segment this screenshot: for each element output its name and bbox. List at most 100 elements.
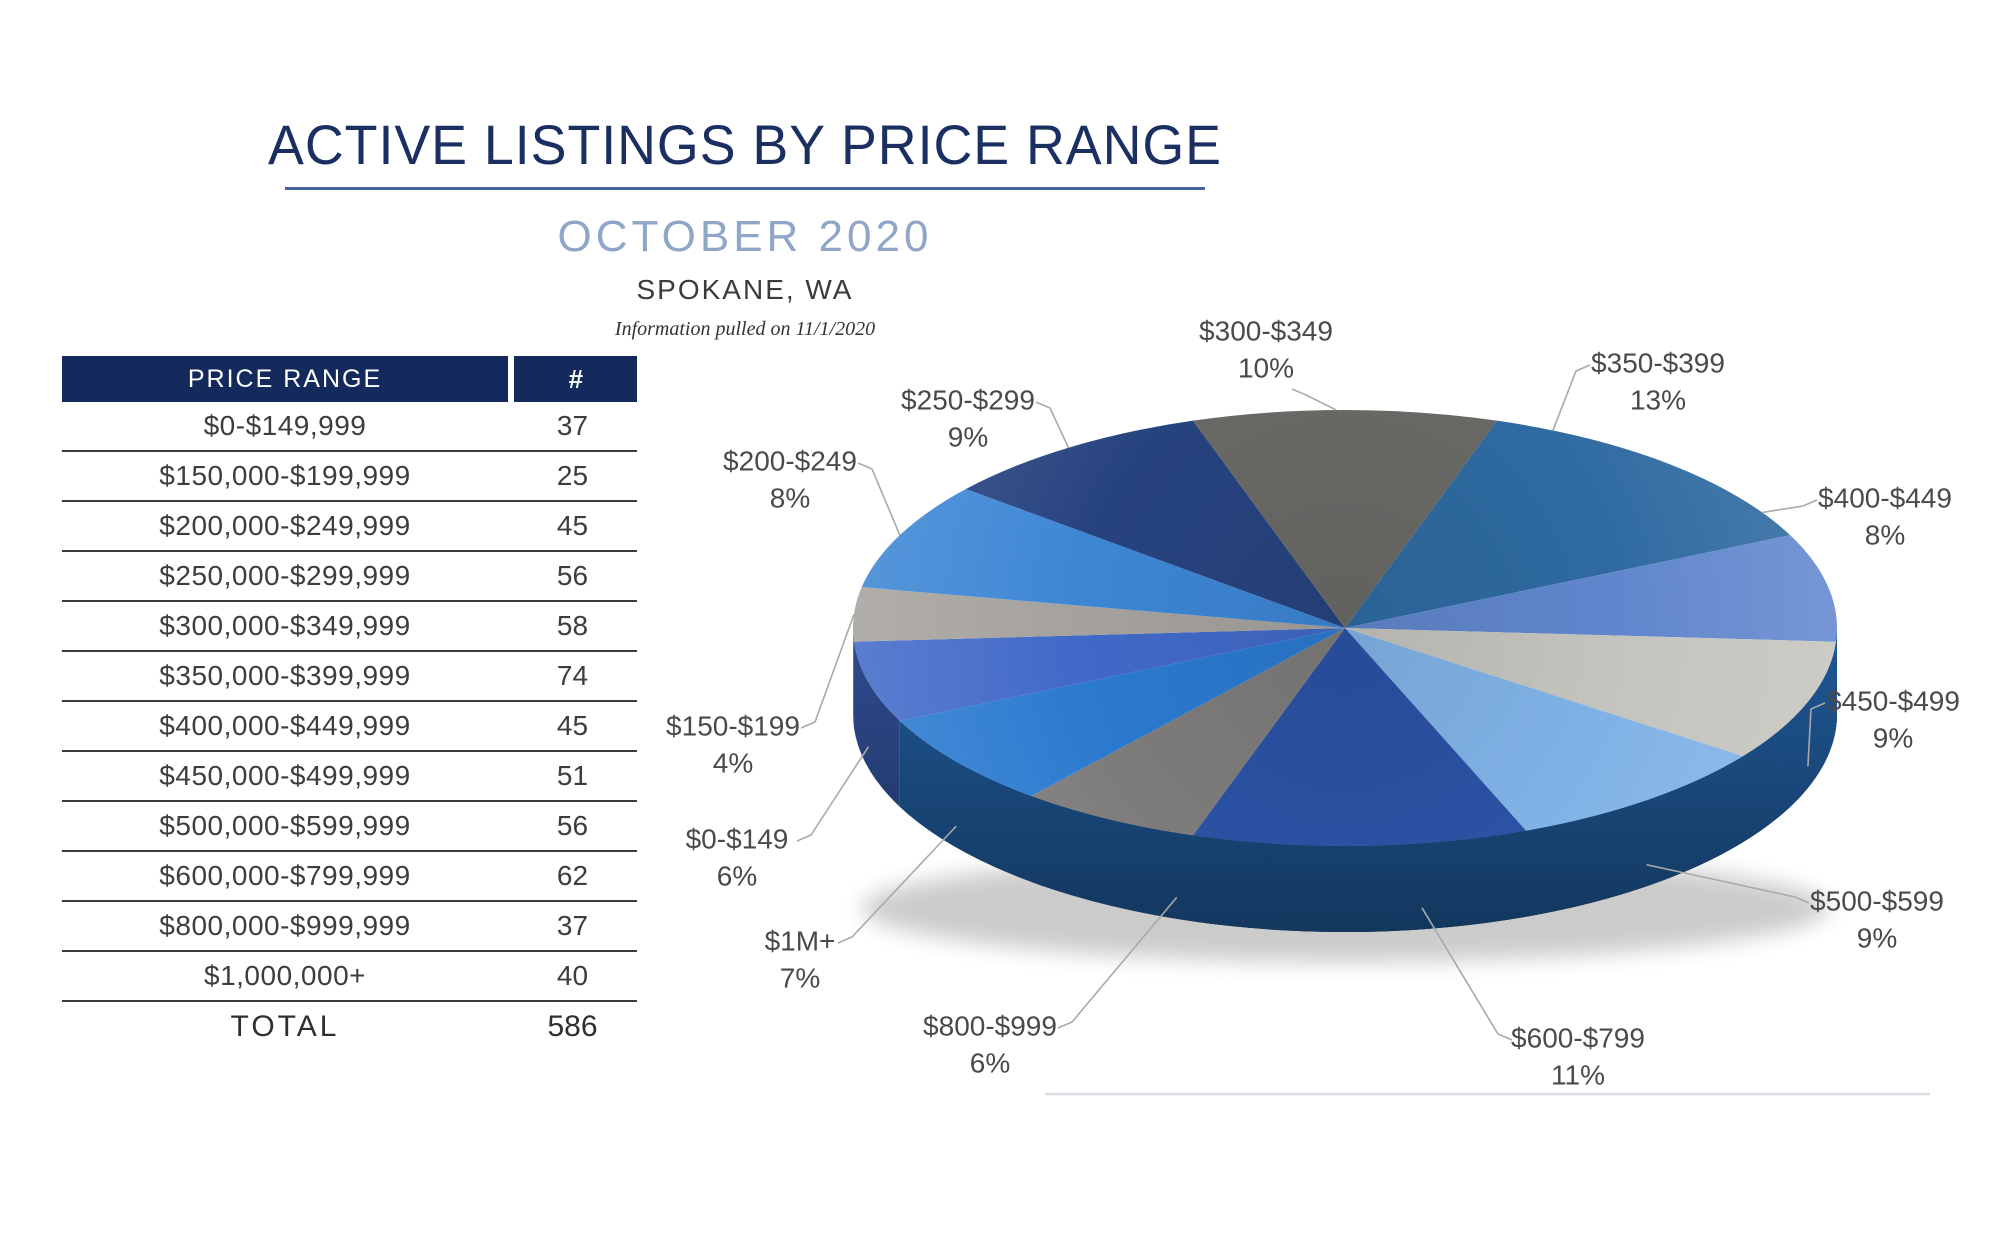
pie-label-percent: 6% bbox=[970, 1047, 1010, 1078]
pie-label-percent: 7% bbox=[780, 962, 820, 993]
price-table: PRICE RANGE # $0-$149,999 37 $150,000-$199,9… bbox=[62, 356, 637, 1052]
pie-leader-line bbox=[1291, 388, 1337, 411]
table-row: $350,000-$399,999 74 bbox=[62, 652, 637, 702]
table-row: $400,000-$449,999 45 bbox=[62, 702, 637, 752]
pie-leader-line bbox=[1035, 401, 1070, 449]
price-range-cell: $0-$149,999 bbox=[203, 410, 367, 441]
pie-label-range: $300-$349 bbox=[1199, 315, 1333, 346]
table-row: $300,000-$349,999 58 bbox=[62, 602, 637, 652]
count-cell: 51 bbox=[556, 760, 589, 791]
pie-label-percent: 6% bbox=[717, 860, 757, 891]
pie-slice bbox=[899, 628, 1345, 796]
price-range-cell: $300,000-$349,999 bbox=[159, 610, 411, 641]
pie-leader-line bbox=[1057, 896, 1178, 1029]
page-title: ACTIVE LISTINGS BY PRICE RANGE bbox=[268, 113, 1222, 176]
pie-slice-side bbox=[899, 628, 1837, 932]
pie-slice bbox=[1031, 628, 1345, 836]
pie-label-range: $600-$799 bbox=[1511, 1022, 1645, 1053]
total-label: TOTAL bbox=[230, 1010, 340, 1043]
table-row: $500,000-$599,999 56 bbox=[62, 802, 637, 852]
pie-label-percent: 10% bbox=[1238, 352, 1294, 383]
pie-slice bbox=[1192, 628, 1527, 846]
pie-label-percent: 8% bbox=[1865, 519, 1905, 550]
count-cell: 37 bbox=[556, 410, 589, 441]
pie-label-range: $1M+ bbox=[765, 925, 836, 956]
pie-label-percent: 11% bbox=[1551, 1059, 1605, 1090]
table-row: $250,000-$299,999 56 bbox=[62, 552, 637, 602]
pie-slice-side bbox=[853, 641, 900, 807]
price-range-cell: $400,000-$449,999 bbox=[159, 710, 411, 741]
pie-leader-line bbox=[796, 746, 870, 842]
pie-slice-side bbox=[853, 628, 854, 728]
table-header: PRICE RANGE # bbox=[62, 356, 637, 402]
pie-slice bbox=[1345, 420, 1791, 628]
count-cell: 74 bbox=[556, 660, 589, 691]
table-row: $600,000-$799,999 62 bbox=[62, 852, 637, 902]
pie-label-range: $500-$599 bbox=[1810, 885, 1944, 916]
pie-slice bbox=[853, 587, 1345, 642]
price-range-cell: $150,000-$199,999 bbox=[159, 460, 411, 491]
count-cell: 62 bbox=[556, 860, 589, 891]
count-cell: 45 bbox=[556, 510, 589, 541]
table-row: $200,000-$249,999 45 bbox=[62, 502, 637, 552]
count-cell: 58 bbox=[556, 610, 589, 641]
col-header-price-range: PRICE RANGE bbox=[62, 356, 508, 402]
pie-leader-line bbox=[1646, 863, 1810, 904]
pie-label-range: $250-$299 bbox=[901, 384, 1035, 415]
count-cell: 40 bbox=[556, 960, 589, 991]
pie-slice bbox=[853, 628, 1345, 721]
pie-label-percent: 8% bbox=[770, 482, 810, 513]
price-range-cell: $200,000-$249,999 bbox=[159, 510, 411, 541]
pie-leader-line bbox=[1421, 907, 1513, 1041]
pie-slice bbox=[1345, 628, 1837, 757]
column-divider bbox=[508, 356, 514, 402]
total-value: 586 bbox=[547, 1010, 598, 1043]
pie-leader-line bbox=[800, 614, 855, 729]
pie-label-range: $150-$199 bbox=[666, 710, 800, 741]
subtitle-month: OCTOBER 2020 bbox=[557, 212, 933, 261]
count-cell: 56 bbox=[556, 810, 589, 841]
pie-label-percent: 4% bbox=[713, 747, 753, 778]
header: ACTIVE LISTINGS BY PRICE RANGE OCTOBER 2… bbox=[0, 112, 1490, 341]
pie-leader-line bbox=[857, 462, 901, 536]
price-range-cell: $450,000-$499,999 bbox=[159, 760, 411, 791]
price-range-cell: $500,000-$599,999 bbox=[159, 810, 411, 841]
count-cell: 37 bbox=[556, 910, 589, 941]
pie-label-percent: 13% bbox=[1630, 384, 1686, 415]
count-cell: 56 bbox=[556, 560, 589, 591]
price-range-cell: $800,000-$999,999 bbox=[159, 910, 411, 941]
pie-label-range: $400-$449 bbox=[1818, 482, 1952, 513]
pie-slice bbox=[861, 489, 1345, 628]
table-row: $0-$149,999 37 bbox=[62, 402, 637, 452]
price-range-cell: $250,000-$299,999 bbox=[159, 560, 411, 591]
pie-slice bbox=[1345, 628, 1744, 831]
col-header-count: # bbox=[514, 356, 637, 402]
data-note: Information pulled on 11/1/2020 bbox=[614, 318, 876, 340]
pie-leader-line bbox=[1552, 364, 1591, 431]
table-row: $450,000-$499,999 51 bbox=[62, 752, 637, 802]
pie-label-range: $350-$399 bbox=[1591, 347, 1725, 378]
pie-label-range: $450-$499 bbox=[1826, 685, 1960, 716]
table-total-row: TOTAL 586 bbox=[62, 1002, 637, 1052]
pie-label-percent: 9% bbox=[1857, 922, 1897, 953]
pie-slice bbox=[1345, 535, 1837, 642]
table-row: $1,000,000+ 40 bbox=[62, 952, 637, 1002]
table-row: $800,000-$999,999 37 bbox=[62, 902, 637, 952]
price-range-cell: $600,000-$799,999 bbox=[159, 860, 411, 891]
pie-label-range: $800-$999 bbox=[923, 1010, 1057, 1041]
pie-leader-line bbox=[1807, 702, 1826, 767]
pie-leader-line bbox=[837, 825, 957, 944]
pie-slice bbox=[1192, 410, 1498, 628]
table-row: $150,000-$199,999 25 bbox=[62, 452, 637, 502]
count-cell: 25 bbox=[556, 460, 589, 491]
subtitle-location: SPOKANE, WA bbox=[636, 274, 854, 305]
price-range-cell: $350,000-$399,999 bbox=[159, 660, 411, 691]
pie-slice bbox=[965, 420, 1345, 628]
price-range-cell: $1,000,000+ bbox=[204, 960, 366, 991]
count-cell: 45 bbox=[556, 710, 589, 741]
title-underline bbox=[285, 187, 1205, 190]
pie-label-range: $0-$149 bbox=[686, 823, 789, 854]
pie-label-percent: 9% bbox=[1873, 722, 1913, 753]
